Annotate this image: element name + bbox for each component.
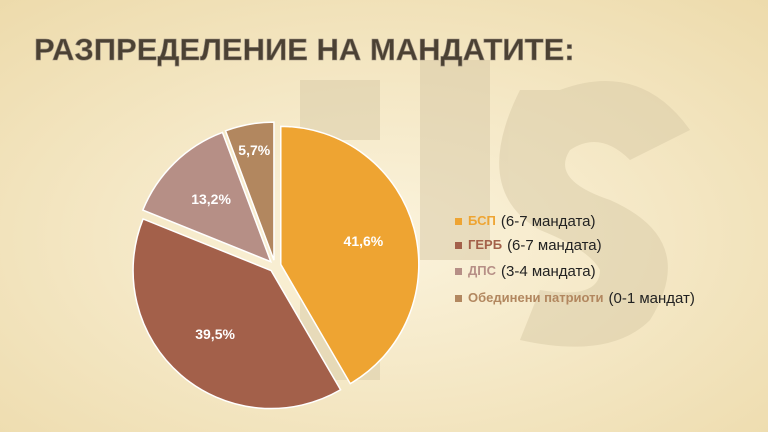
chart-title: РАЗПРЕДЕЛЕНИЕ НА МАНДАТИТЕ: <box>34 32 575 67</box>
legend-name: Обединени патриоти <box>468 290 604 305</box>
pie-slice <box>141 131 273 264</box>
legend-name: ДПС <box>468 263 497 278</box>
legend-note: (3-4 мандата) <box>501 263 596 280</box>
data-label: 39,5% <box>195 326 235 342</box>
legend-name: ГЕРБ <box>468 237 502 252</box>
legend-marker <box>455 218 462 225</box>
legend-marker <box>455 268 462 275</box>
legend-name: БСП <box>468 213 496 228</box>
legend-entry: БСП (6-7 мандата) <box>468 213 596 230</box>
data-label: 41,6% <box>344 233 384 249</box>
legend-entry: ГЕРБ (6-7 мандата) <box>468 237 602 254</box>
legend-note: (6-7 мандата) <box>507 237 602 254</box>
legend-entry: Обединени патриоти (0-1 мандат) <box>468 290 695 307</box>
legend-note: (0-1 мандат) <box>609 290 695 307</box>
data-label: 5,7% <box>238 142 270 158</box>
pie-slice <box>132 217 342 410</box>
pie-slice <box>224 121 275 261</box>
legend-note: (6-7 мандата) <box>501 213 596 230</box>
legend-marker <box>455 242 462 249</box>
legend-entry: ДПС (3-4 мандата) <box>468 263 596 280</box>
data-label: 13,2% <box>191 191 231 207</box>
pie-slice <box>280 125 420 385</box>
legend-marker <box>455 295 462 302</box>
